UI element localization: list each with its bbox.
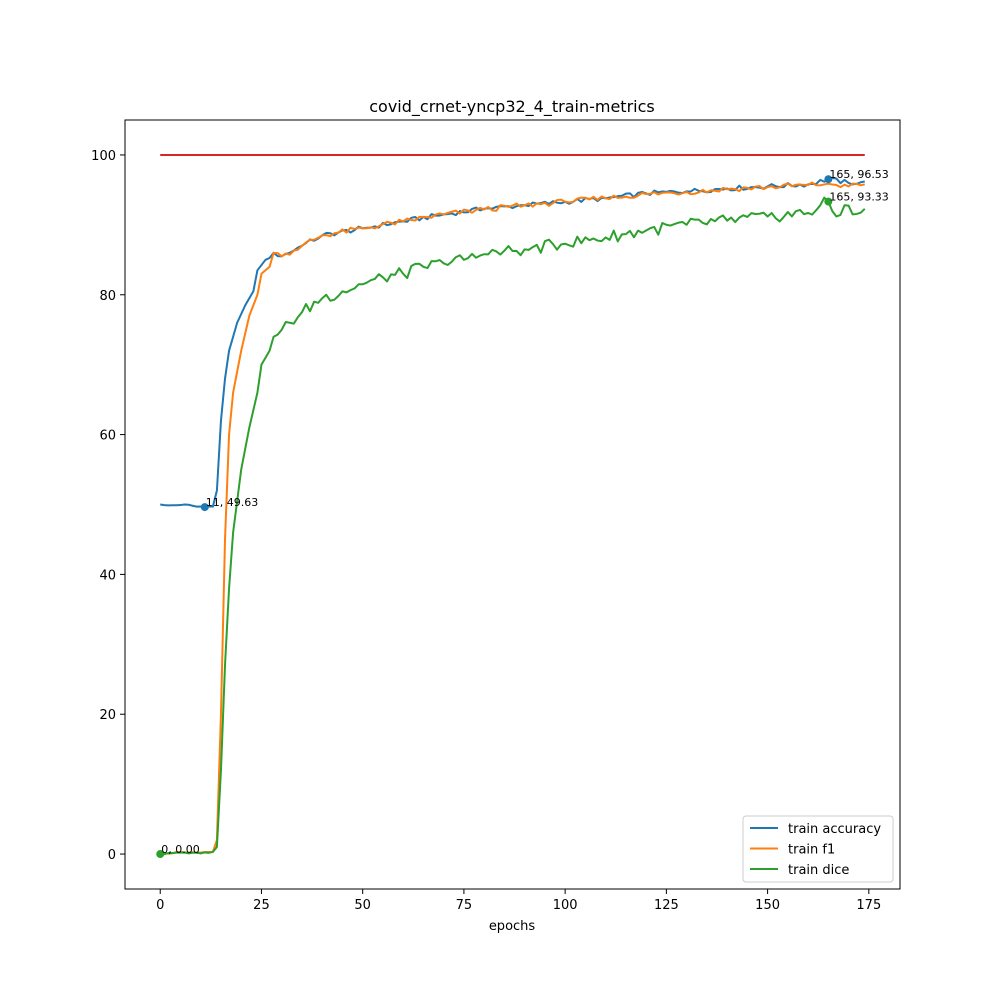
x-axis: 0 25 50 75 100 125 150 175 [156, 889, 881, 913]
annotation-marker [824, 197, 833, 206]
x-axis-label: epochs [489, 919, 536, 934]
x-tick-label: 50 [354, 898, 371, 913]
annotation-marker [156, 850, 165, 859]
plot-area: 165, 96.53 11, 49.63 165, 93.33 0, 0.00 [156, 153, 889, 859]
plot-frame [124, 119, 901, 890]
legend: train accuracy train f1 train dice [742, 815, 894, 883]
x-tick-label: 125 [654, 898, 679, 913]
annotation-label: 165, 96.53 [829, 168, 888, 181]
y-tick-label: 20 [99, 708, 116, 723]
legend-label: train accuracy [788, 822, 881, 837]
annotation-label: 0, 0.00 [161, 843, 199, 856]
legend-box [742, 815, 894, 883]
x-tick-label: 175 [856, 898, 881, 913]
series-line-train-f1 [160, 181, 866, 856]
annotation-marker [824, 175, 833, 184]
y-tick-label: 0 [108, 848, 116, 863]
y-tick-label: 80 [99, 289, 116, 304]
annotation-marker [200, 503, 209, 512]
y-tick-label: 60 [99, 429, 116, 444]
x-tick-label: 25 [253, 898, 270, 913]
annotation-label: 165, 93.33 [829, 191, 888, 204]
y-tick-label: 100 [91, 149, 116, 164]
legend-label: train dice [788, 863, 849, 878]
chart-title: covid_crnet-yncp32_4_train-metrics [369, 97, 654, 117]
x-tick-label: 0 [156, 898, 164, 913]
x-tick-label: 150 [755, 898, 780, 913]
annotation-label: 11, 49.63 [206, 496, 258, 509]
series-line-train-dice [160, 196, 866, 856]
y-tick-label: 40 [99, 568, 116, 583]
legend-label: train f1 [788, 843, 835, 858]
x-tick-label: 100 [553, 898, 578, 913]
y-axis: 0 20 40 60 80 100 [91, 149, 125, 863]
x-tick-label: 75 [456, 898, 473, 913]
